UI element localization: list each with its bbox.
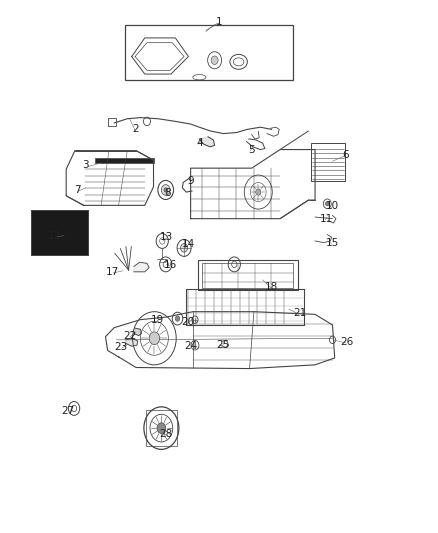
Text: 8: 8 bbox=[165, 188, 171, 198]
Circle shape bbox=[175, 316, 180, 321]
Bar bbox=[146, 410, 177, 446]
Text: 16: 16 bbox=[163, 261, 177, 270]
Text: 22: 22 bbox=[123, 330, 136, 341]
Circle shape bbox=[157, 423, 166, 433]
Circle shape bbox=[164, 188, 167, 192]
Bar bbox=[311, 143, 345, 181]
Text: 25: 25 bbox=[217, 340, 230, 350]
Polygon shape bbox=[134, 328, 141, 336]
Bar bbox=[186, 289, 304, 325]
Circle shape bbox=[161, 184, 170, 195]
Circle shape bbox=[256, 189, 261, 195]
Bar bbox=[186, 289, 304, 325]
Bar bbox=[198, 260, 297, 290]
Text: 4: 4 bbox=[196, 138, 203, 148]
Text: 24: 24 bbox=[184, 341, 197, 351]
Text: 18: 18 bbox=[265, 282, 278, 292]
Text: 14: 14 bbox=[182, 239, 195, 249]
Text: 2: 2 bbox=[133, 124, 139, 134]
Bar bbox=[201, 263, 293, 288]
Bar bbox=[125, 25, 293, 80]
Circle shape bbox=[211, 56, 218, 64]
Bar bbox=[31, 209, 88, 255]
Text: 3: 3 bbox=[82, 160, 89, 171]
Text: 10: 10 bbox=[326, 201, 339, 212]
Text: 9: 9 bbox=[187, 176, 194, 187]
Text: 15: 15 bbox=[326, 238, 339, 247]
Text: 21: 21 bbox=[293, 308, 307, 318]
Text: 17: 17 bbox=[106, 267, 119, 277]
Text: 19: 19 bbox=[150, 314, 164, 325]
Circle shape bbox=[180, 244, 187, 252]
Text: 23: 23 bbox=[114, 342, 127, 352]
Text: 12: 12 bbox=[48, 231, 61, 241]
Text: 11: 11 bbox=[319, 214, 332, 224]
Text: 1: 1 bbox=[215, 17, 223, 27]
Bar bbox=[108, 118, 117, 126]
Text: 28: 28 bbox=[159, 429, 173, 439]
Text: 13: 13 bbox=[160, 232, 173, 242]
Polygon shape bbox=[134, 262, 149, 272]
Bar bbox=[31, 209, 88, 255]
Polygon shape bbox=[125, 338, 138, 346]
Circle shape bbox=[149, 332, 159, 345]
Text: 6: 6 bbox=[343, 150, 349, 160]
Bar bbox=[95, 158, 153, 164]
Circle shape bbox=[325, 201, 329, 206]
Polygon shape bbox=[199, 137, 215, 147]
Text: 27: 27 bbox=[62, 406, 75, 416]
Text: 7: 7 bbox=[74, 185, 81, 195]
Text: 20: 20 bbox=[181, 317, 194, 327]
Text: 26: 26 bbox=[340, 337, 353, 347]
Text: 5: 5 bbox=[248, 144, 255, 155]
